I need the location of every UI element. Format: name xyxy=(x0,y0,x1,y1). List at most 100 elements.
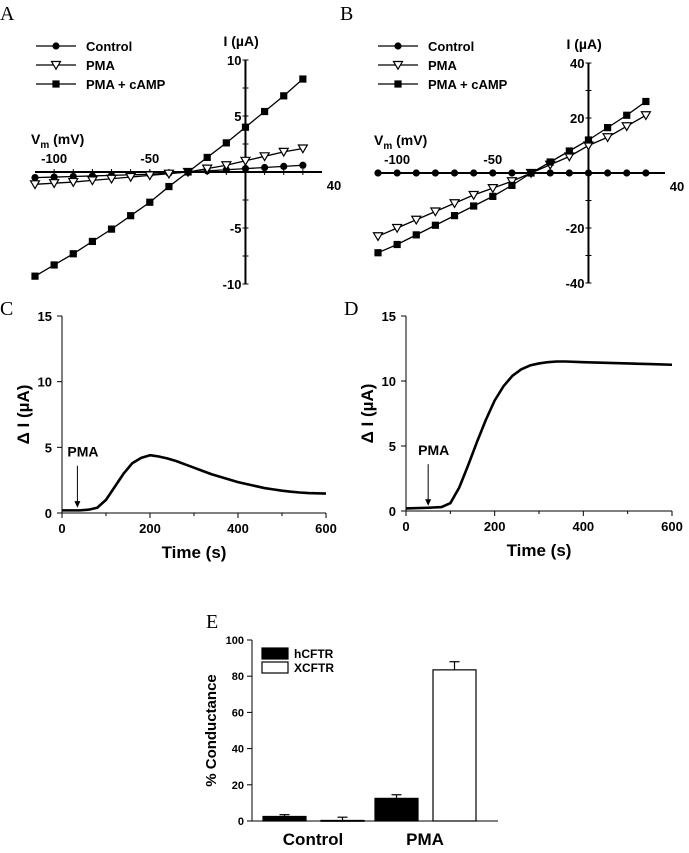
x-label-subscript: m xyxy=(383,141,392,152)
data-point xyxy=(297,144,309,154)
x-tick-label: -100 xyxy=(41,151,67,166)
y-tick-label: 5 xyxy=(234,109,241,124)
data-point xyxy=(299,75,307,83)
legend-marker xyxy=(52,80,60,88)
y-tick-label: 10 xyxy=(38,375,52,390)
panel-label-c: C xyxy=(0,298,13,320)
data-point xyxy=(642,169,650,177)
data-point xyxy=(448,199,461,209)
y-tick-label: 0 xyxy=(389,504,396,519)
y-tick-label: 40 xyxy=(232,744,244,756)
data-point xyxy=(431,221,439,229)
x-category-label: PMA xyxy=(406,830,444,849)
y-tick-label: 5 xyxy=(45,440,52,455)
annotation-label: PMA xyxy=(418,442,449,458)
x-axis-label: Time (s) xyxy=(162,543,227,562)
legend-swatch xyxy=(261,661,289,674)
legend-marker xyxy=(392,60,404,71)
data-point xyxy=(50,173,58,181)
x-label-subscript: m xyxy=(40,140,49,151)
legend-entry: XCFTR xyxy=(294,661,334,675)
y-tick-label: 10 xyxy=(227,53,241,68)
data-point xyxy=(239,156,252,167)
y-tick-label: 80 xyxy=(232,671,244,683)
data-point xyxy=(372,232,384,242)
legend-marker xyxy=(394,42,402,50)
x-category-label: Control xyxy=(283,830,343,849)
data-point xyxy=(506,177,518,187)
data-point xyxy=(184,168,192,176)
data-point xyxy=(241,123,250,131)
x-tick-label: -50 xyxy=(140,151,159,166)
y-axis-label: I (µA) xyxy=(566,36,601,52)
panel-label-b: B xyxy=(340,3,353,25)
y-tick-label: 20 xyxy=(570,111,584,126)
y-tick-label: -5 xyxy=(230,221,242,236)
legend-entry: hCFTR xyxy=(294,647,334,661)
bar xyxy=(262,815,307,822)
data-point xyxy=(88,237,96,246)
x-tick-label: 600 xyxy=(661,519,683,534)
data-point xyxy=(203,153,211,162)
data-point xyxy=(127,212,135,220)
data-point xyxy=(144,171,156,181)
data-point xyxy=(374,249,382,257)
data-point xyxy=(429,207,441,217)
x-tick-label: 0 xyxy=(402,519,409,534)
x-tick-label: -50 xyxy=(483,152,502,167)
legend-entry: PMA + cAMP xyxy=(86,77,166,92)
x-tick-label: 400 xyxy=(572,519,594,534)
panel-label-a: A xyxy=(0,3,15,25)
data-point xyxy=(470,202,478,210)
data-point xyxy=(546,169,554,177)
legend-entry: PMA xyxy=(428,58,458,73)
y-tick-label: 15 xyxy=(382,309,396,324)
y-tick-label: -20 xyxy=(566,221,585,236)
data-point xyxy=(299,161,307,169)
y-tick-label: 20 xyxy=(232,780,244,792)
x-axis-label: Vm (mV) xyxy=(374,132,427,152)
y-tick-label: 0 xyxy=(238,816,244,828)
data-point xyxy=(604,169,612,177)
y-tick-label: 40 xyxy=(570,56,584,71)
trace-line xyxy=(62,453,327,512)
y-tick-label: -10 xyxy=(223,277,242,292)
data-point xyxy=(163,169,175,180)
data-point xyxy=(450,169,459,177)
y-tick-label: 100 xyxy=(226,635,244,647)
x-label-main: V xyxy=(31,131,41,147)
data-point xyxy=(640,111,652,121)
data-point xyxy=(86,176,98,186)
data-point xyxy=(261,107,269,116)
data-point xyxy=(412,231,420,239)
data-point xyxy=(604,124,612,132)
trace-line xyxy=(405,360,673,510)
x-label-unit: (mV) xyxy=(392,132,427,148)
data-point xyxy=(621,122,633,132)
data-point xyxy=(280,92,288,100)
x-axis-label: Vm (mV) xyxy=(31,131,84,151)
legend-entry: Control xyxy=(86,39,132,54)
y-tick-label: 0 xyxy=(45,506,52,521)
iv-plot-a: -100 -50 40 10 5 -5 -10 I (µA) Vm (mV) Control PMA… xyxy=(29,33,341,292)
data-point xyxy=(69,250,77,258)
data-point xyxy=(487,184,499,194)
data-point xyxy=(280,162,288,170)
data-point xyxy=(431,169,439,177)
data-point xyxy=(107,225,116,233)
annotation-arrow-head xyxy=(425,499,432,506)
x-tick-label: -100 xyxy=(384,152,410,167)
x-label-unit: (mV) xyxy=(49,131,84,147)
x-label-main: V xyxy=(374,132,384,148)
data-point xyxy=(565,169,573,177)
y-axis-label: Δ I (µA) xyxy=(358,384,377,444)
y-axis-label: Δ I (µA) xyxy=(14,385,33,445)
x-tick-label: 40 xyxy=(327,178,341,193)
data-point xyxy=(450,212,459,220)
data-point xyxy=(489,192,497,200)
legend-entry: PMA xyxy=(86,58,116,73)
data-point xyxy=(29,180,41,190)
data-point xyxy=(105,174,118,185)
